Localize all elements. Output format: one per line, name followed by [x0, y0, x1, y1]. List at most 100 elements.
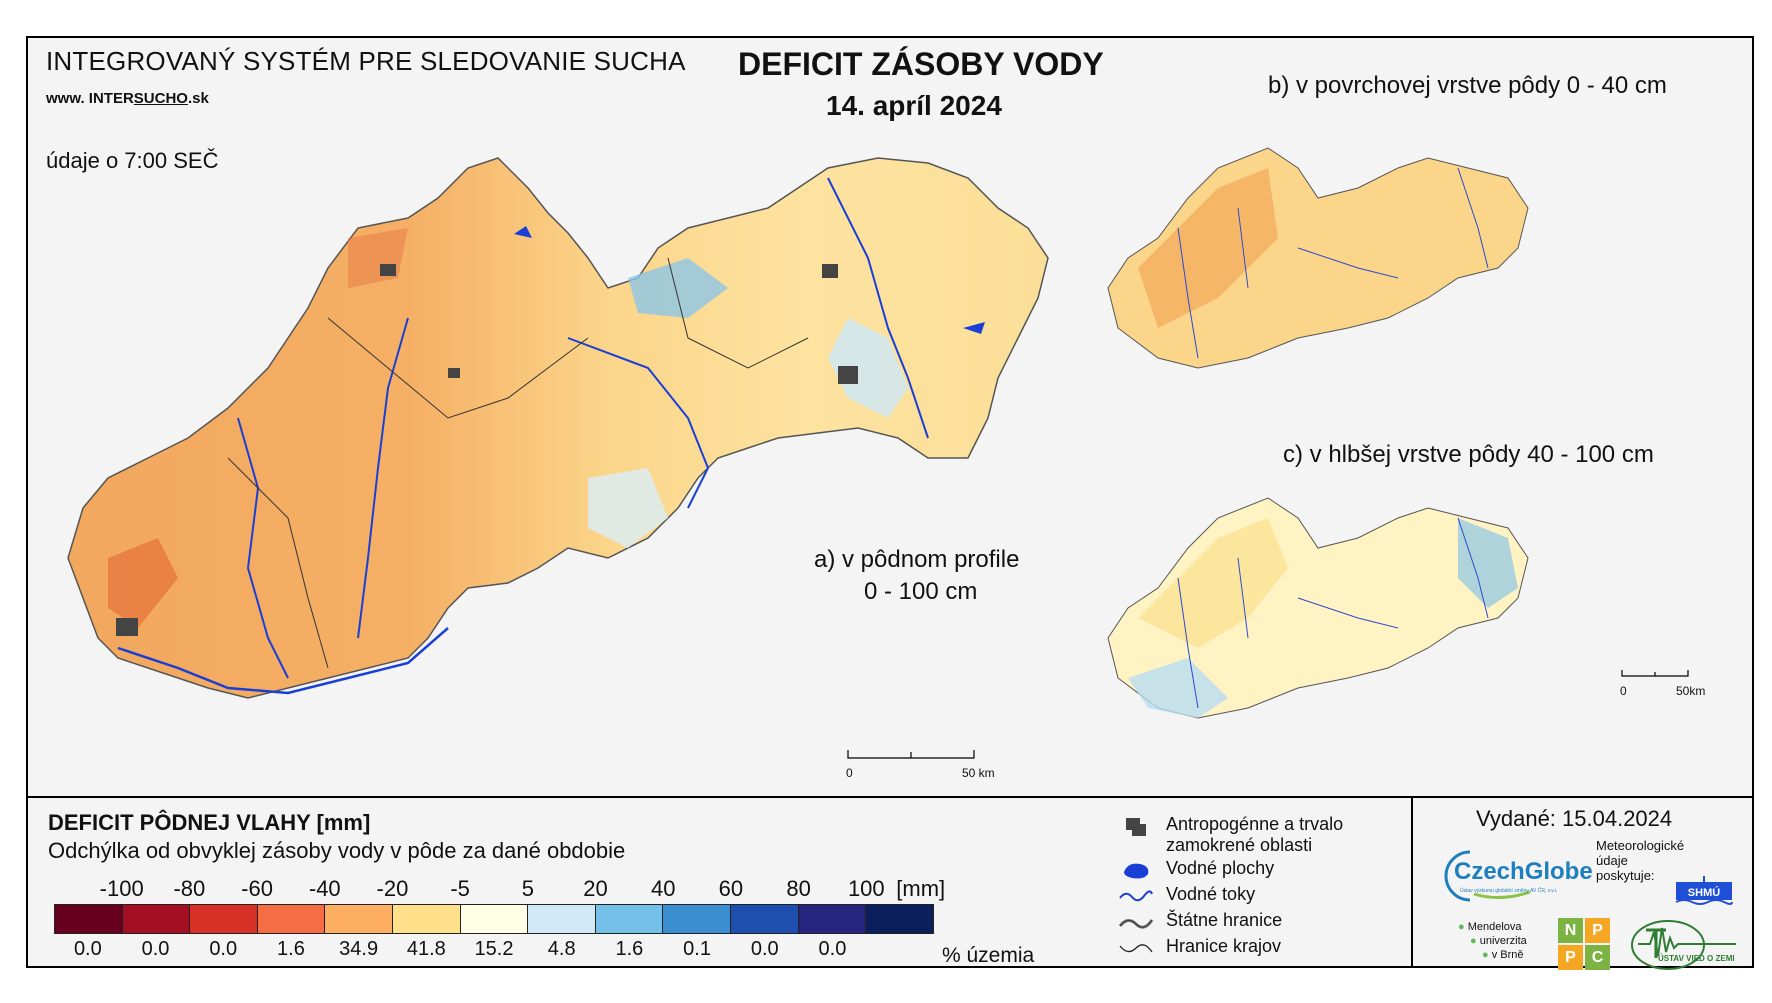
- legend-tick: -20: [376, 876, 409, 901]
- anthropogenic-line1: Antropogénne a trvalo: [1166, 814, 1344, 834]
- website-highlight: SUCHO: [133, 90, 188, 107]
- mendel-line3: ● v Brně: [1482, 949, 1524, 961]
- region-border-label: Hranice krajov: [1166, 936, 1282, 956]
- nppc-letter: P: [1558, 945, 1583, 970]
- scale-bar-small: 0 50km: [1620, 670, 1705, 698]
- legend-percentage: 15.2: [474, 938, 514, 960]
- water-body-icon: [1124, 863, 1149, 879]
- time-note: údaje o 7:00 SEČ: [46, 148, 219, 173]
- rivers-label: Vodné toky: [1166, 884, 1256, 904]
- meteo-line1: Meteorologické: [1596, 838, 1685, 853]
- rivers-b: [1177, 167, 1489, 359]
- rivers-c: [1177, 517, 1489, 709]
- legend-percentage: 0.0: [73, 938, 102, 960]
- legend-tick: -80: [173, 876, 206, 901]
- city-presov: [822, 264, 838, 278]
- blue-zone-south: [588, 468, 668, 548]
- system-title: INTEGROVANÝ SYSTÉM PRE SLEDOVANIE SUCHA: [46, 46, 686, 76]
- uvz-logo[interactable]: ÚSTAV VIED O ZEMI: [1628, 918, 1738, 972]
- state-border-label: Štátne hranice: [1166, 910, 1283, 930]
- legend-tick: 20: [583, 876, 608, 901]
- mendel-line2: ● univerzita: [1470, 935, 1527, 947]
- main-title: DEFICIT ZÁSOBY VODY: [738, 46, 1104, 82]
- legend-class-4: [325, 905, 394, 933]
- nppc-letter: C: [1585, 945, 1610, 970]
- legend-title: DEFICIT PÔDNEJ VLAHY [mm]: [48, 810, 371, 835]
- website-suffix: .sk: [187, 90, 209, 107]
- legend-percentages: 0.0 0.0 0.0 1.6 34.9 41.8 15.2 4.8 1.6 0.1 0.0 0.0: [54, 938, 934, 966]
- scale-bar-main-graphic: [847, 750, 975, 759]
- legend-class-11: [798, 905, 867, 933]
- inset-map-c: [1107, 497, 1529, 719]
- mendel-university-logo[interactable]: ● Mendelova ● univerzita ● v Brně: [1458, 920, 1527, 962]
- legend-subtitle: Odchýlka od obvyklej zásoby vody v pôde …: [48, 838, 626, 863]
- legend-class-7: [528, 905, 596, 933]
- issued-date: Vydané: 15.04.2024: [1476, 806, 1673, 831]
- city-banska-bystrica: [448, 368, 460, 378]
- map-frame: INTEGROVANÝ SYSTÉM PRE SLEDOVANIE SUCHA …: [26, 36, 1754, 970]
- website-prefix: www. INTER: [46, 90, 134, 107]
- uvz-text: ÚSTAV VIED O ZEMI: [1658, 954, 1735, 963]
- red-zone-west: [108, 538, 178, 628]
- legend-tick: 5: [521, 876, 534, 901]
- website-link[interactable]: www. INTERSUCHO.sk: [46, 90, 209, 107]
- scale-small-end: 50km: [1676, 684, 1706, 698]
- mendel-line1: ● Mendelova: [1458, 921, 1522, 933]
- legend-tick: 100: [847, 876, 885, 901]
- legend-tick: -100: [99, 876, 144, 901]
- czechglobe-arc-icon: [1444, 850, 1531, 902]
- shmu-logo[interactable]: SHMÚ: [1674, 876, 1734, 906]
- symbol-rivers: Vodné toky: [1118, 884, 1255, 910]
- symbol-region-border: Hranice krajov: [1118, 936, 1281, 962]
- legend-tick: 80: [786, 876, 811, 901]
- city-kosice: [838, 366, 858, 384]
- city-bratislava: [116, 618, 138, 636]
- legend-class-2: [190, 905, 258, 933]
- meteo-provider-text: Meteorologické údaje poskytuje:: [1596, 838, 1684, 883]
- river-main-4: [567, 337, 710, 509]
- meteo-line2: údaje: [1596, 853, 1628, 868]
- region-border-icon: [1119, 944, 1153, 953]
- region-border-2: [667, 257, 809, 369]
- slovakia-shape-main: [67, 157, 1049, 699]
- scale-small-start: 0: [1620, 684, 1627, 698]
- state-border-icon: [1118, 919, 1154, 929]
- region-border-1: [327, 317, 589, 419]
- legend-percentage: 0.0: [141, 938, 170, 960]
- map-a-label-line2: 0 - 100 cm: [864, 578, 978, 605]
- footer-divider: [1411, 798, 1413, 968]
- orange-zone-b: [1138, 168, 1278, 328]
- city-zilina: [380, 264, 396, 276]
- legend-percentage: 1.6: [615, 938, 644, 960]
- legend-class-6: [460, 905, 529, 933]
- legend-ticks: -100 -80 -60 -40 -20 -5 5 20 40 60 80 100 [mm]: [88, 876, 988, 906]
- meteo-line3: poskytuje:: [1596, 868, 1655, 883]
- legend-tick: 60: [718, 876, 744, 901]
- uvz-seismo-icon: [1631, 920, 1736, 970]
- water-body-1: [963, 322, 985, 334]
- nppc-letter: P: [1585, 918, 1610, 943]
- legend-percentage: 1.6: [277, 938, 305, 960]
- czechglobe-logo[interactable]: CzechGlobe Ústav výzkumu globální změny …: [1440, 844, 1593, 902]
- blue-zone-center: [628, 258, 728, 318]
- map-b-label: b) v povrchovej vrstve pôdy 0 - 40 cm: [1268, 72, 1667, 99]
- anthropogenic-area-icon: [1126, 818, 1146, 836]
- symbol-state-border: Štátne hranice: [1118, 910, 1282, 936]
- percent-unit: % územia: [942, 944, 1035, 967]
- blue-zone-c: [1128, 658, 1228, 718]
- yellow-zone-c: [1138, 518, 1288, 648]
- legend-tick-unit: [mm]: [896, 876, 946, 901]
- nppc-letter: N: [1558, 918, 1583, 943]
- legend-percentage: 41.8: [406, 938, 446, 960]
- anthropogenic-line2: zamokrené oblasti: [1166, 835, 1313, 855]
- legend-class-0: [55, 905, 123, 933]
- legend-class-8: [595, 905, 664, 933]
- czechglobe-text: CzechGlobe: [1454, 858, 1593, 885]
- map-c-label: c) v hlbšej vrstve pôdy 40 - 100 cm: [1283, 441, 1654, 468]
- legend-percentage: 0.1: [683, 938, 711, 960]
- symbol-water-bodies: Vodné plochy: [1118, 858, 1274, 884]
- river-icon: [1119, 890, 1153, 902]
- legend-divider: [28, 796, 1752, 798]
- main-map-a: [67, 157, 1049, 699]
